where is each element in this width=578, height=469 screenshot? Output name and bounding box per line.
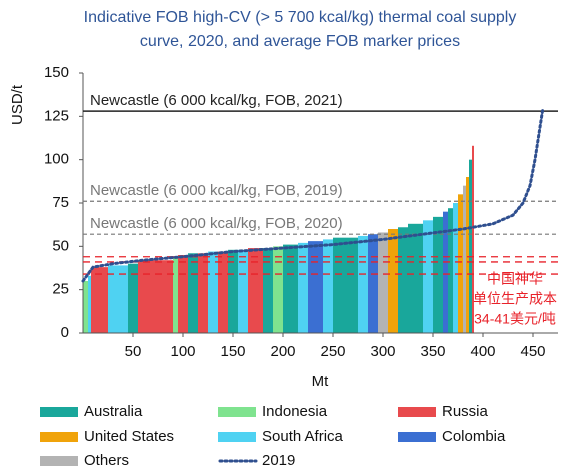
supply-bar <box>263 248 273 333</box>
legend-label: South Africa <box>262 428 344 445</box>
supply-bar <box>423 220 433 333</box>
supply-bar <box>173 256 178 333</box>
supply-bar <box>91 267 108 333</box>
x-tick-label: 250 <box>320 343 345 360</box>
reference-label: Newcastle (6 000 kcal/kg, FOB, 2020) <box>90 215 343 232</box>
annotation-text: 中国神华 <box>487 271 543 287</box>
supply-bar <box>458 194 463 333</box>
line-2019 <box>81 106 545 283</box>
supply-bar <box>433 216 443 333</box>
legend-swatch <box>40 407 78 417</box>
y-axis-label: USD/t <box>9 84 26 125</box>
chart-title: Indicative FOB high-CV (> 5 700 kcal/kg)… <box>84 9 517 26</box>
supply-bar <box>238 249 248 333</box>
reference-label: Newcastle (6 000 kcal/kg, FOB, 2021) <box>90 92 343 109</box>
legend-swatch <box>218 432 256 442</box>
x-tick-label: 100 <box>170 343 195 360</box>
y-tick-label: 125 <box>44 107 69 124</box>
supply-bar <box>218 251 228 333</box>
supply-bar <box>228 249 238 333</box>
supply-bar <box>208 251 218 333</box>
supply-bar <box>188 253 198 333</box>
supply-bar <box>128 263 138 333</box>
supply-bar <box>83 281 88 333</box>
x-axis-label: Mt <box>312 373 329 390</box>
supply-bar <box>248 248 263 333</box>
supply-bar <box>408 223 423 333</box>
supply-bar <box>138 260 173 333</box>
legend-swatch <box>218 407 256 417</box>
supply-bar <box>358 235 368 333</box>
reference-label: Newcastle (6 000 kcal/kg, FOB, 2019) <box>90 182 343 199</box>
legend-label: Indonesia <box>262 403 328 420</box>
legend-swatch <box>398 407 436 417</box>
supply-bar <box>469 159 472 333</box>
y-tick-label: 150 <box>44 64 69 81</box>
supply-bar <box>108 265 128 333</box>
annotation-text: 34-41美元/吨 <box>474 311 556 327</box>
supply-bar <box>463 185 466 333</box>
supply-bar <box>368 234 378 333</box>
supply-bar <box>453 203 458 333</box>
legend-label: Russia <box>442 403 489 420</box>
legend-swatch <box>40 456 78 466</box>
supply-bar <box>448 208 453 333</box>
supply-bar <box>178 255 188 333</box>
supply-bar <box>388 229 398 333</box>
supply-bar <box>472 145 474 333</box>
legend-label: 2019 <box>262 452 295 469</box>
legend-label: United States <box>84 428 174 445</box>
supply-bar <box>398 227 408 333</box>
supply-bar <box>333 237 343 333</box>
supply-bar <box>443 211 448 333</box>
x-tick-label: 50 <box>125 343 142 360</box>
supply-bar <box>378 232 388 333</box>
legend-label: Others <box>84 452 129 469</box>
x-tick-label: 300 <box>370 343 395 360</box>
y-tick-label: 50 <box>52 237 69 254</box>
supply-bar <box>308 241 323 333</box>
supply-bar <box>323 239 333 333</box>
x-tick-label: 200 <box>270 343 295 360</box>
y-tick-label: 75 <box>52 194 69 211</box>
chart-title: curve, 2020, and average FOB marker pric… <box>140 33 460 50</box>
y-tick-label: 0 <box>61 324 69 341</box>
supply-bar <box>343 237 358 333</box>
annotation-text: 单位生产成本 <box>473 291 557 307</box>
legend-swatch <box>398 432 436 442</box>
supply-bar <box>283 244 298 333</box>
x-tick-label: 150 <box>220 343 245 360</box>
x-tick-label: 450 <box>520 343 545 360</box>
supply-bar <box>466 177 469 333</box>
y-tick-label: 25 <box>52 281 69 298</box>
supply-bar <box>198 253 208 333</box>
supply-bar <box>88 275 91 333</box>
legend-label: Australia <box>84 403 143 420</box>
x-tick-label: 350 <box>420 343 445 360</box>
supply-bar <box>273 246 283 333</box>
supply-bar <box>298 242 308 333</box>
legend-label: Colombia <box>442 428 506 445</box>
x-tick-label: 400 <box>470 343 495 360</box>
y-tick-label: 100 <box>44 151 69 168</box>
legend-swatch <box>40 432 78 442</box>
